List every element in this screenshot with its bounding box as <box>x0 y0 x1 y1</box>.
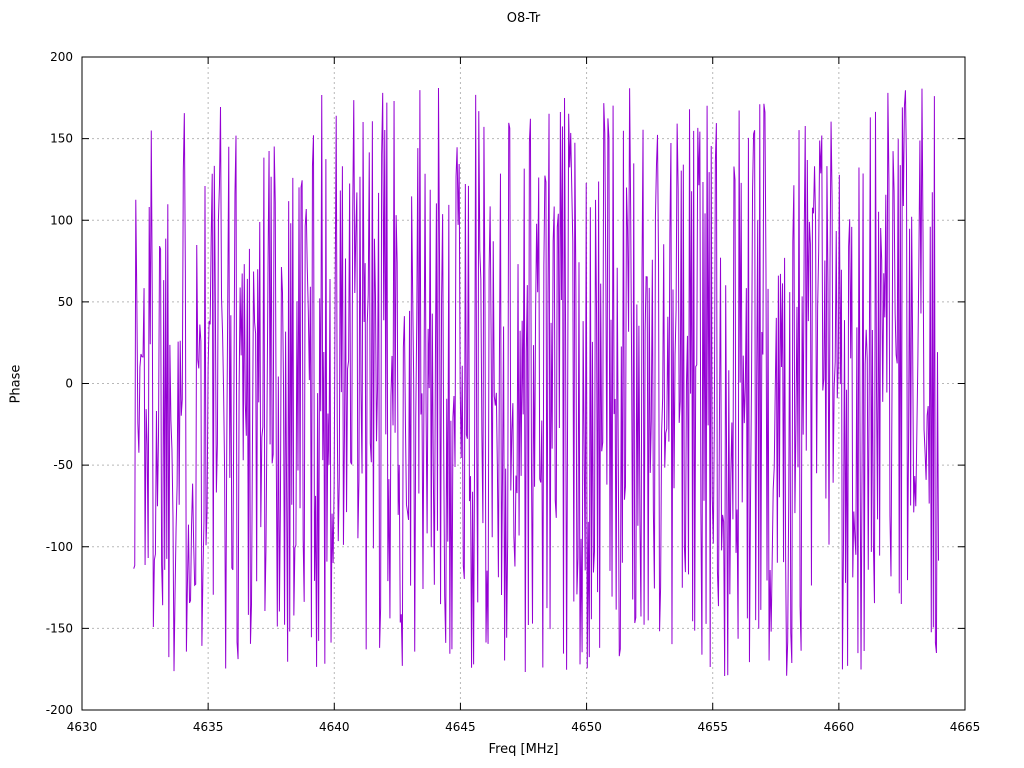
x-tick-label: 4640 <box>319 720 350 734</box>
y-tick-label: 0 <box>65 377 73 391</box>
x-tick-label: 4650 <box>571 720 602 734</box>
x-tick-label: 4635 <box>193 720 224 734</box>
y-tick-label: 50 <box>58 295 73 309</box>
y-tick-label: -200 <box>46 703 73 717</box>
x-tick-label: 4645 <box>445 720 476 734</box>
series-line <box>133 88 940 677</box>
chart-title: O8-Tr <box>506 11 541 26</box>
x-tick-label: 4660 <box>824 720 855 734</box>
y-tick-label: 200 <box>50 50 73 64</box>
x-tick-label: 4630 <box>67 720 98 734</box>
y-tick-label: 100 <box>50 213 73 227</box>
y-tick-label: 150 <box>50 132 73 146</box>
y-tick-label: -50 <box>53 458 73 472</box>
y-tick-label: -100 <box>46 540 73 554</box>
x-tick-label: 4655 <box>697 720 728 734</box>
x-tick-label: 4665 <box>950 720 981 734</box>
x-axis-label: Freq [MHz] <box>488 742 559 757</box>
y-tick-label: -150 <box>46 621 73 635</box>
